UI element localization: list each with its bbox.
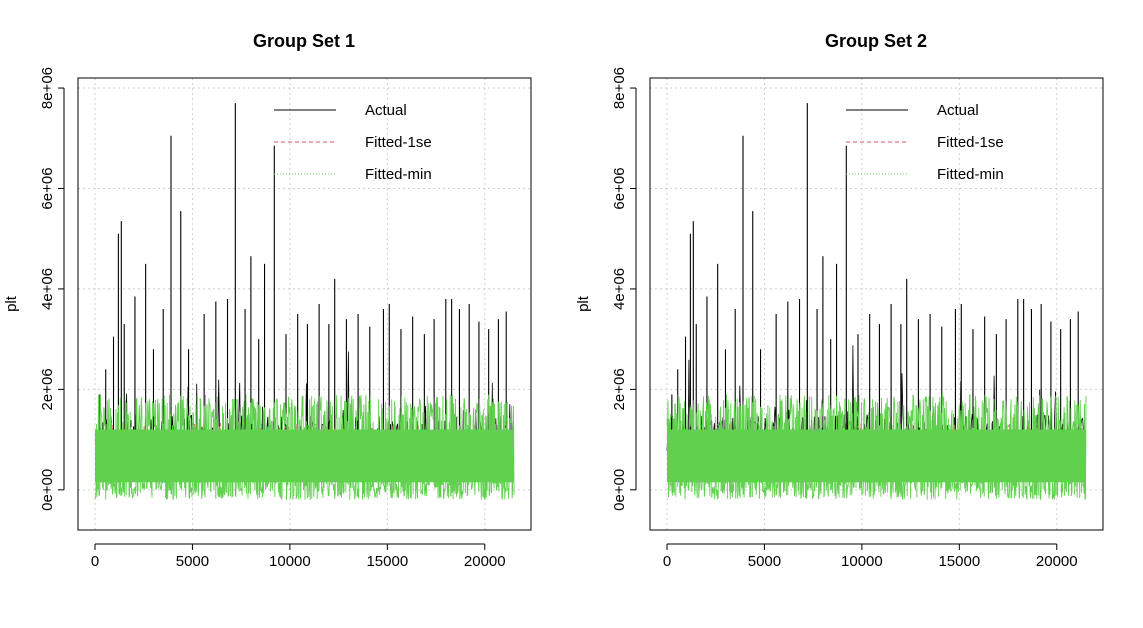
series-area xyxy=(666,103,1087,501)
x-tick-label: 10000 xyxy=(269,553,311,570)
y-tick-label: 4e+06 xyxy=(39,268,56,310)
y-tick-label: 0e+00 xyxy=(611,469,628,511)
y-tick-label: 6e+06 xyxy=(39,167,56,209)
legend-label: Actual xyxy=(937,102,979,119)
y-axis-title: plt xyxy=(575,295,592,312)
x-tick-label: 15000 xyxy=(366,553,408,570)
y-axis: 0e+00 2e+06 4e+06 6e+06 8e+06 xyxy=(611,67,637,511)
y-tick-label: 0e+00 xyxy=(39,469,56,511)
x-tick-label: 5000 xyxy=(176,553,209,570)
x-tick-label: 20000 xyxy=(464,553,506,570)
y-tick-label: 2e+06 xyxy=(39,368,56,410)
y-tick-label: 6e+06 xyxy=(611,167,628,209)
x-tick-label: 10000 xyxy=(841,553,883,570)
legend-label: Actual xyxy=(365,102,407,119)
y-tick-label: 4e+06 xyxy=(611,268,628,310)
legend-label: Fitted-1se xyxy=(937,134,1004,151)
series-fitted-min-line xyxy=(94,394,515,501)
y-tick-label: 8e+06 xyxy=(611,67,628,109)
x-tick-label: 0 xyxy=(91,553,99,570)
x-tick-label: 15000 xyxy=(938,553,980,570)
legend-label: Fitted-1se xyxy=(365,134,432,151)
legend: Actual Fitted-1se Fitted-min xyxy=(846,102,1004,183)
legend-label: Fitted-min xyxy=(937,166,1004,183)
series-fitted-min-line xyxy=(666,394,1087,501)
chart-title: Group Set 1 xyxy=(253,31,355,51)
chart-title: Group Set 2 xyxy=(825,31,927,51)
plot-frame xyxy=(649,77,1104,531)
panel-group-set-2: 0 5000 10000 15000 20000 0e+00 2e+06 4e+06 6e+06… xyxy=(575,31,1104,570)
legend-label: Fitted-min xyxy=(365,166,432,183)
x-axis: 0 5000 10000 15000 20000 xyxy=(663,543,1078,570)
y-tick-label: 2e+06 xyxy=(611,368,628,410)
y-axis: 0e+00 2e+06 4e+06 6e+06 8e+06 xyxy=(39,67,65,511)
x-tick-label: 20000 xyxy=(1036,553,1078,570)
x-tick-label: 0 xyxy=(663,553,671,570)
legend: Actual Fitted-1se Fitted-min xyxy=(274,102,432,183)
panel-group-set-1: 0 5000 10000 15000 20000 0e+00 2e+06 4e+06 6e+06… xyxy=(3,31,532,570)
y-axis-title: plt xyxy=(3,295,20,312)
series-area xyxy=(94,103,515,501)
y-tick-label: 8e+06 xyxy=(39,67,56,109)
plot-frame xyxy=(77,77,532,531)
x-tick-label: 5000 xyxy=(748,553,781,570)
x-axis: 0 5000 10000 15000 20000 xyxy=(91,543,506,570)
